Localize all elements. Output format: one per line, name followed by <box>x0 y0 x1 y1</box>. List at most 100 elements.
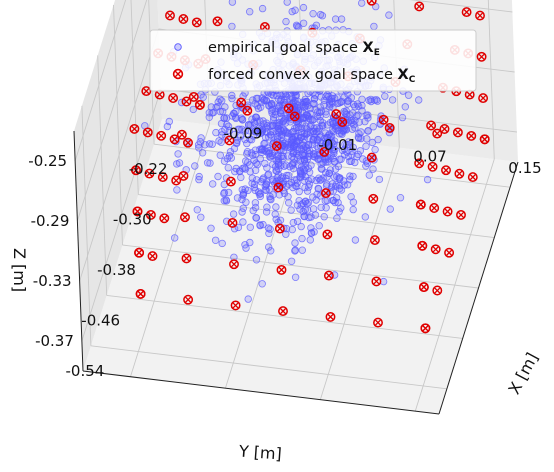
empirical-point <box>201 141 209 149</box>
empirical-point <box>351 124 359 132</box>
convex-point <box>144 168 155 179</box>
empirical-point <box>191 162 199 170</box>
convex-point <box>225 176 236 187</box>
empirical-point <box>254 94 262 103</box>
x-tick-label: 0.15 <box>508 159 541 177</box>
empirical-point <box>297 222 305 231</box>
empirical-point <box>220 114 228 122</box>
empirical-point <box>263 203 271 211</box>
gridline-z-side <box>74 0 127 162</box>
empirical-point <box>362 142 370 150</box>
convex-point <box>180 212 190 223</box>
empirical-point <box>396 193 405 202</box>
empirical-point <box>331 15 340 23</box>
empirical-point <box>298 246 306 254</box>
empirical-point <box>206 159 214 167</box>
empirical-point <box>265 243 273 251</box>
convex-point <box>369 235 380 246</box>
empirical-point <box>312 196 320 204</box>
empirical-point <box>242 244 250 252</box>
axes-ticks: -0.54 -0.46 -0.38 -0.30 -0.22 -0.09 -0.01 0.07 0… <box>28 125 541 380</box>
convex-point <box>188 91 199 102</box>
gridline-y-floor <box>122 244 479 289</box>
empirical-point <box>244 121 253 129</box>
y-tick-label: -0.46 <box>81 311 120 329</box>
convex-point <box>432 285 443 296</box>
convex-point <box>145 209 156 220</box>
empirical-point <box>293 217 302 226</box>
empirical-point <box>319 119 327 127</box>
x-tick-label: -0.09 <box>224 125 263 143</box>
empirical-point <box>323 173 331 181</box>
empirical-point <box>404 91 413 99</box>
empirical-point <box>239 218 247 226</box>
empirical-point <box>289 142 297 151</box>
convex-point <box>373 317 383 328</box>
empirical-point <box>301 183 309 192</box>
empirical-point <box>299 3 308 12</box>
empirical-point <box>325 169 333 177</box>
convex-point <box>183 137 193 148</box>
x-tick-label: 0.07 <box>413 148 446 166</box>
gridline-y-floor <box>90 345 447 390</box>
empirical-point <box>309 205 318 213</box>
convex-point <box>384 122 395 133</box>
empirical-point <box>347 192 355 201</box>
y-tick-label: -0.54 <box>65 362 104 380</box>
empirical-point <box>337 15 346 23</box>
convex-point <box>441 165 451 176</box>
convex-point <box>141 86 152 97</box>
gridline-x-back <box>298 0 305 137</box>
empirical-point <box>287 206 295 214</box>
gridline-y-side <box>130 0 139 195</box>
empirical-point <box>365 171 373 179</box>
empirical-point <box>245 7 254 16</box>
legend-box <box>149 29 477 92</box>
empirical-point <box>281 95 289 104</box>
empirical-point <box>253 117 261 125</box>
gridline-y-side <box>113 4 123 246</box>
empirical-point <box>370 22 378 31</box>
convex-point <box>432 128 443 139</box>
empirical-point <box>294 97 302 106</box>
convex-point <box>274 223 285 234</box>
empirical-point <box>264 224 273 232</box>
empirical-point <box>356 147 364 155</box>
empirical-point <box>287 257 296 265</box>
empirical-point <box>290 159 298 167</box>
empirical-point <box>358 0 366 7</box>
empirical-point <box>279 154 287 163</box>
empirical-point <box>351 116 359 125</box>
empirical-point <box>252 214 261 222</box>
convex-point <box>183 294 194 305</box>
empirical-point <box>306 147 314 155</box>
convex-point <box>444 247 455 258</box>
empirical-point <box>285 199 293 207</box>
convex-point <box>242 105 253 116</box>
convex-point <box>178 14 189 24</box>
empirical-point <box>318 11 327 20</box>
pane-side <box>74 0 162 371</box>
legend-label-convex: forced convex goal space XC <box>208 67 416 85</box>
convex-point <box>466 130 477 141</box>
y-axis-line <box>82 370 440 415</box>
empirical-point <box>317 164 325 173</box>
empirical-point <box>258 280 266 288</box>
empirical-point <box>189 105 197 114</box>
empirical-point <box>228 91 236 100</box>
empirical-point <box>237 114 246 122</box>
gridline-y-floor <box>106 294 463 339</box>
convex-point <box>278 306 288 317</box>
empirical-point <box>289 164 298 173</box>
empirical-point <box>173 160 181 168</box>
empirical-point <box>174 150 182 158</box>
convex-point <box>368 193 379 204</box>
empirical-point <box>303 206 312 214</box>
empirical-point <box>293 22 301 31</box>
convex-point <box>418 282 429 293</box>
empirical-point <box>238 186 246 194</box>
convex-point <box>331 109 342 120</box>
empirical-point <box>309 99 317 108</box>
convex-point <box>476 51 487 62</box>
convex-point <box>319 146 330 157</box>
